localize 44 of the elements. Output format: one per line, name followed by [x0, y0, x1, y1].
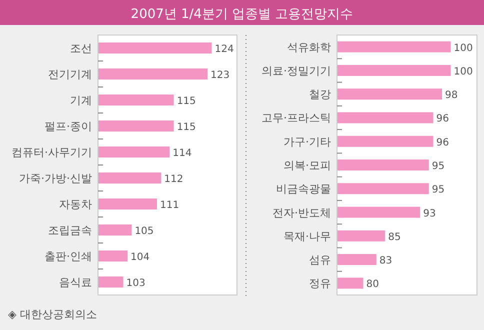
y-tick-label: 가죽·가방·신발: [19, 172, 92, 185]
data-label: 100: [454, 66, 473, 78]
data-label: 105: [134, 226, 154, 237]
data-label: 100: [454, 42, 473, 54]
data-label: 124: [214, 44, 234, 55]
y-tick-label: 음식료: [59, 276, 92, 289]
y-tick-label: 전기기계: [48, 68, 92, 81]
y-tick-label: 비금속광물: [276, 182, 331, 196]
data-label: 80: [366, 279, 379, 290]
data-label: 111: [160, 200, 180, 211]
y-tick-label: 정유: [309, 277, 331, 290]
y-tick-label: 컴퓨터·사무기기: [12, 146, 92, 159]
y-tick-label: 조립금속: [48, 224, 92, 237]
y-tick-label: 목재·나무: [284, 230, 331, 243]
data-label: 96: [436, 114, 449, 125]
y-tick-label: 고무·프라스틱: [262, 112, 331, 125]
y-tick-label: 기계: [70, 94, 92, 107]
data-label: 115: [176, 96, 196, 107]
data-label: 98: [445, 90, 458, 102]
data-label: 83: [379, 256, 392, 267]
data-label: 93: [423, 208, 436, 220]
y-tick-label: 펄프·종이: [44, 120, 92, 133]
y-tick-label: 의료·정밀기기: [262, 64, 331, 78]
data-label: 112: [164, 174, 184, 185]
data-label: 96: [436, 137, 449, 148]
y-tick-label: 섬유: [309, 254, 331, 267]
data-label: 95: [432, 161, 445, 172]
y-tick-label: 전자·반도체: [272, 206, 331, 220]
y-tick-label: 조선: [70, 42, 92, 55]
data-label: 123: [210, 70, 230, 81]
y-tick-label: 철강: [309, 88, 331, 102]
data-label: 85: [388, 232, 401, 243]
chart-title: 2007년 1/4분기 업종별 고용전망지수: [130, 7, 354, 22]
text: ◈ 대한상공회의소: [8, 308, 97, 321]
y-tick-label: 석유화학: [287, 40, 331, 54]
y-tick-label: 자동차: [59, 198, 92, 211]
data-label: 104: [130, 252, 150, 263]
y-tick-label: 의복·모피: [284, 159, 331, 172]
y-tick-label: 가구·기타: [284, 135, 331, 148]
y-tick-label: 출판·인쇄: [44, 250, 92, 263]
data-label: 114: [172, 148, 192, 159]
data-label: 115: [176, 122, 196, 133]
data-label: 95: [432, 184, 445, 196]
data-label: 103: [126, 278, 146, 289]
